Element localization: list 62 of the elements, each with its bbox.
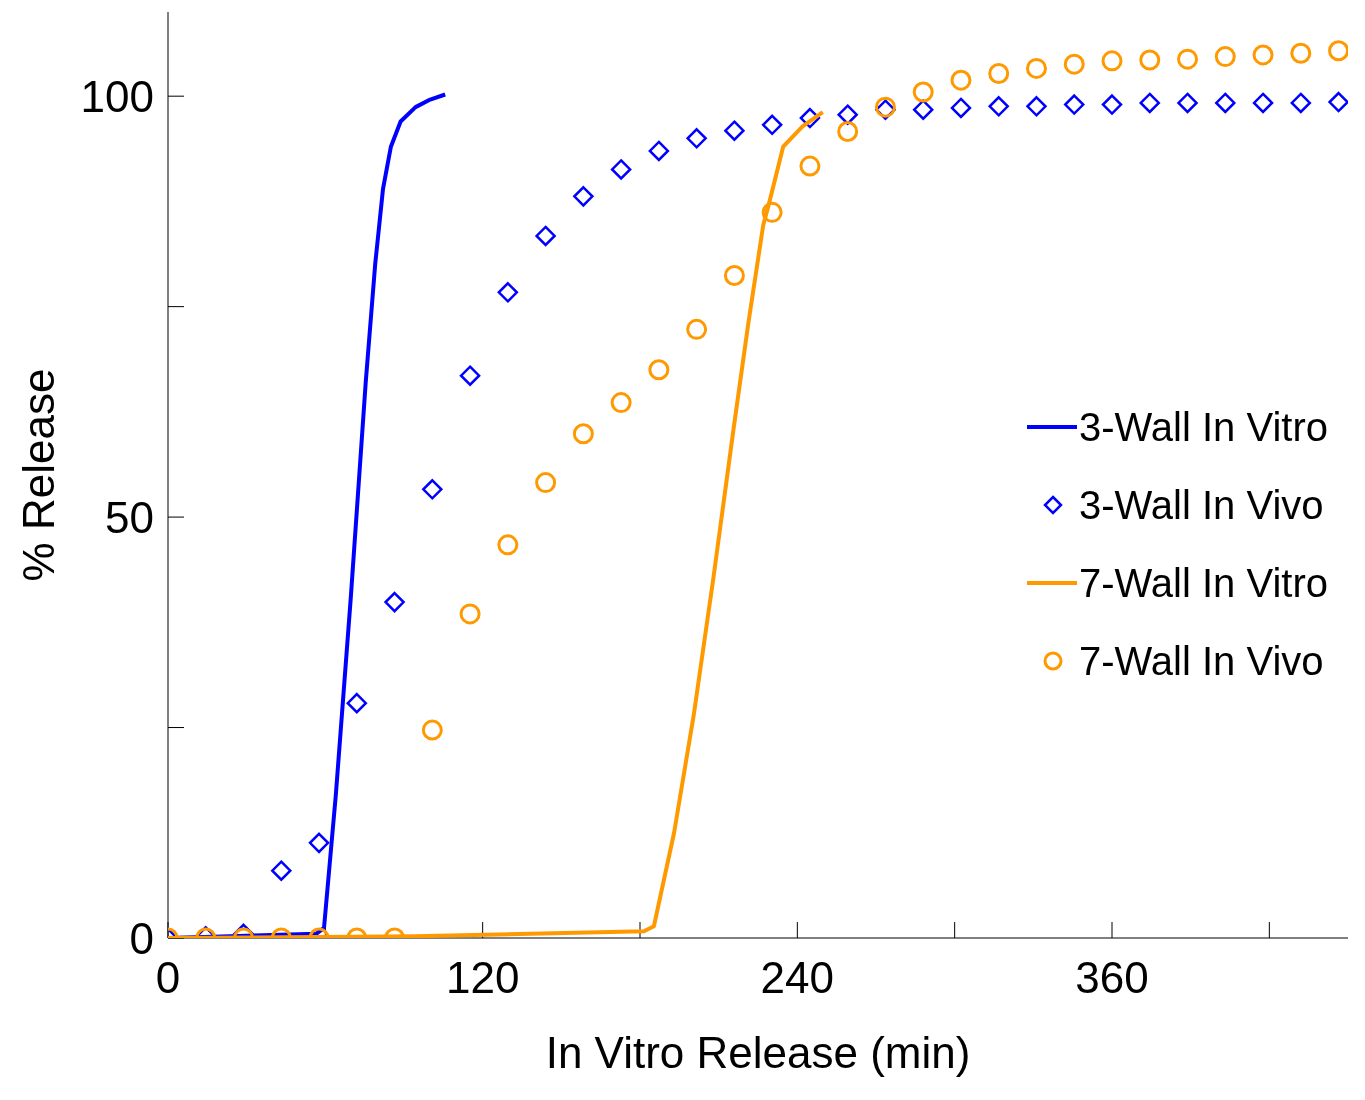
x-tick-label: 120 — [445, 953, 520, 1003]
point — [497, 282, 519, 303]
point — [1252, 92, 1274, 114]
point — [1177, 92, 1198, 114]
point — [1328, 91, 1348, 113]
point — [1328, 40, 1348, 62]
point — [950, 97, 972, 119]
point — [648, 140, 670, 162]
point — [799, 155, 821, 177]
point — [912, 99, 934, 120]
y-tick-label: 0 — [129, 913, 154, 963]
point — [912, 81, 934, 103]
point — [761, 114, 783, 136]
point — [1101, 94, 1123, 115]
point — [837, 121, 859, 143]
point — [723, 264, 745, 286]
point — [384, 591, 405, 613]
point — [950, 69, 972, 91]
point — [535, 225, 556, 247]
point — [988, 96, 1009, 117]
point — [1025, 57, 1047, 79]
point — [1215, 92, 1236, 114]
x-axis-title: In Vitro Release (min) — [545, 1028, 971, 1077]
x-tick-label: 360 — [1075, 953, 1149, 1003]
point — [1026, 96, 1047, 117]
point — [271, 860, 292, 881]
x-tick-label: 240 — [760, 953, 835, 1003]
point — [308, 832, 330, 854]
point — [610, 392, 632, 414]
point — [1139, 49, 1161, 71]
point — [572, 423, 594, 445]
point — [686, 128, 707, 149]
point — [1214, 46, 1236, 68]
point — [459, 365, 481, 386]
point — [988, 62, 1010, 84]
point — [724, 120, 745, 141]
point — [1139, 92, 1161, 114]
point — [1290, 42, 1312, 64]
point — [610, 159, 632, 180]
point — [1290, 92, 1312, 114]
point — [497, 534, 519, 556]
y-tick-label: 100 — [80, 71, 154, 121]
point — [1063, 53, 1085, 75]
y-tick-label: 50 — [105, 492, 154, 542]
point — [573, 186, 594, 207]
point — [686, 318, 708, 340]
legend-label: 7-Wall In Vivo — [1079, 638, 1324, 684]
point — [1177, 48, 1199, 70]
point — [1063, 94, 1085, 115]
point — [459, 603, 481, 625]
point — [648, 359, 670, 381]
point — [346, 692, 368, 714]
legend-label: 3-Wall In Vitro — [1079, 404, 1328, 450]
point — [535, 472, 557, 494]
point — [1101, 50, 1123, 72]
point — [761, 201, 783, 223]
point — [422, 479, 443, 500]
y-axis-title: % Release — [13, 368, 63, 582]
point — [1252, 44, 1274, 66]
legend-label: 7-Wall In Vitro — [1079, 560, 1328, 606]
point — [421, 719, 443, 741]
legend-label: 3-Wall In Vivo — [1079, 482, 1324, 528]
